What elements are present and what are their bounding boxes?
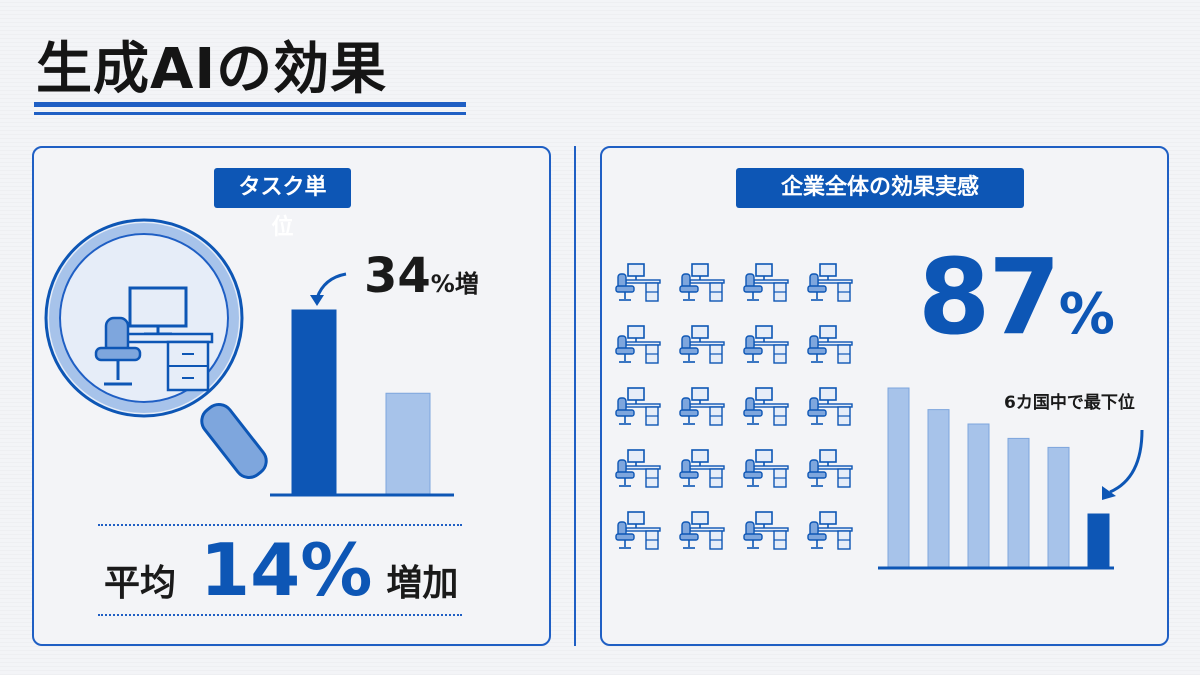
office-desk-icon bbox=[679, 511, 725, 550]
office-desk-icon-grid bbox=[615, 263, 853, 550]
big-value: 87 bbox=[918, 236, 1061, 358]
big-suffix: % bbox=[1058, 282, 1115, 347]
office-desk-icon bbox=[743, 263, 789, 302]
increase-label: 34%増 bbox=[364, 248, 479, 304]
average-tail: 増加 bbox=[386, 563, 459, 604]
office-desk-icon bbox=[615, 387, 661, 426]
office-desk-icon bbox=[807, 449, 853, 488]
office-desk-icon bbox=[743, 325, 789, 364]
bar-5 bbox=[1087, 513, 1110, 569]
office-desk-icon bbox=[743, 449, 789, 488]
office-chair-icon bbox=[94, 316, 142, 386]
desk-icon bbox=[118, 286, 214, 392]
company-effect-panel: 企業全体の効果実感 87% 6カ国中で最下位 bbox=[600, 146, 1169, 646]
office-desk-icon bbox=[807, 325, 853, 364]
bar-1 bbox=[927, 409, 950, 569]
average-value: 14% bbox=[200, 528, 373, 612]
country-bar-chart bbox=[878, 387, 1114, 570]
office-desk-icon bbox=[679, 387, 725, 426]
office-desk-icon bbox=[743, 511, 789, 550]
bar-0 bbox=[291, 309, 337, 496]
office-desk-icon bbox=[615, 325, 661, 364]
office-desk-icon bbox=[807, 511, 853, 550]
office-desk-icon bbox=[615, 511, 661, 550]
task-illustration bbox=[44, 218, 454, 497]
company-effect-badge: 企業全体の効果実感 bbox=[736, 168, 1024, 208]
dotted-divider-top bbox=[98, 524, 462, 526]
office-desk-icon bbox=[679, 325, 725, 364]
office-desk-icon bbox=[615, 449, 661, 488]
office-desk-icon bbox=[679, 449, 725, 488]
increase-suffix: %増 bbox=[430, 270, 479, 298]
task-bar-chart bbox=[270, 309, 454, 497]
bar-3 bbox=[1007, 437, 1030, 569]
increase-value: 34 bbox=[364, 248, 431, 304]
magnifier-icon bbox=[44, 218, 268, 480]
arrow-icon bbox=[1109, 429, 1144, 494]
office-desk-icon bbox=[615, 263, 661, 302]
average-increase: 平均 14% 増加 bbox=[104, 528, 458, 612]
task-unit-badge: タスク単位 bbox=[214, 168, 351, 240]
page-title: 生成AIの効果 bbox=[36, 37, 388, 102]
dotted-divider-bottom bbox=[98, 614, 462, 616]
bar-1 bbox=[385, 392, 431, 496]
office-desk-icon bbox=[679, 263, 725, 302]
big-percentage: 87% bbox=[918, 236, 1115, 358]
average-lead: 平均 bbox=[104, 563, 177, 604]
task-unit-panel: タスク単位 bbox=[32, 146, 551, 646]
bar-0 bbox=[887, 387, 910, 569]
office-desk-icon bbox=[807, 387, 853, 426]
bar-4 bbox=[1047, 446, 1070, 569]
arrow-icon bbox=[315, 272, 347, 299]
title-underline-thin bbox=[34, 112, 466, 115]
panel-divider bbox=[574, 146, 576, 646]
office-desk-icon bbox=[743, 387, 789, 426]
company-illustration bbox=[615, 263, 1144, 570]
title-underline bbox=[34, 102, 466, 107]
lowest-annotation: 6カ国中で最下位 bbox=[1004, 393, 1135, 413]
bar-2 bbox=[967, 423, 990, 569]
office-desk-icon bbox=[807, 263, 853, 302]
